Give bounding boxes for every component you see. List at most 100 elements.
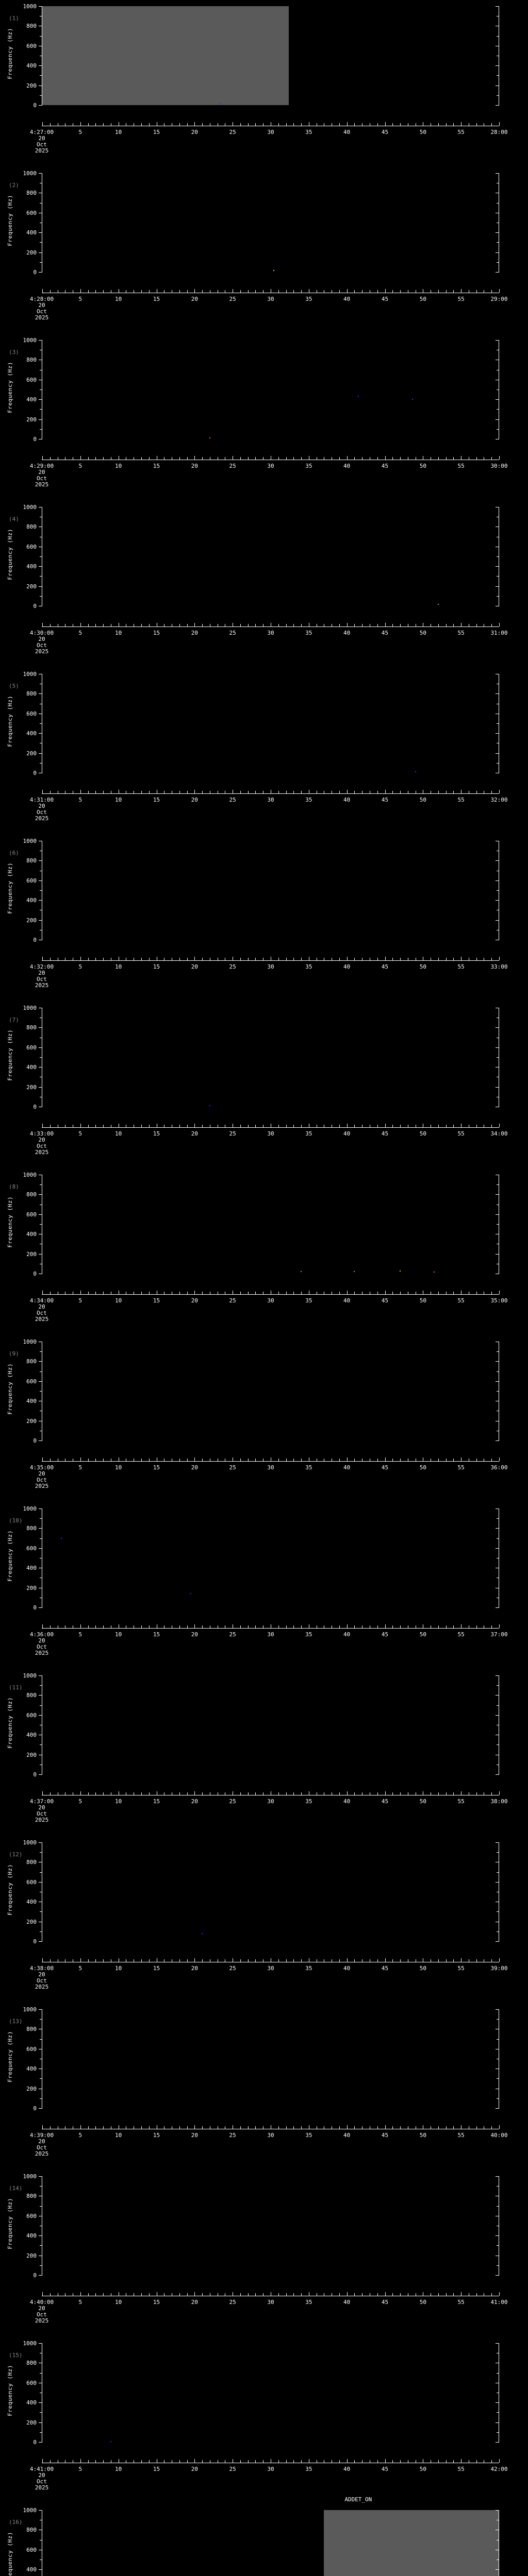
y-axis-minor-tick xyxy=(40,1685,42,1686)
x-axis-tick xyxy=(385,1124,386,1127)
y-axis-tick-right xyxy=(496,1194,499,1195)
panel-11: (11) Frequency (Hz) 0 200 400 600 800 1000 5 10 15… xyxy=(0,1673,528,1840)
x-axis-tick xyxy=(385,790,386,793)
x-axis-tick-label: 15 xyxy=(153,1631,160,1638)
x-axis-minor-tick xyxy=(476,2126,477,2129)
x-axis-minor-tick xyxy=(278,2293,279,2296)
x-axis-minor-tick xyxy=(453,791,454,793)
panel-13: (13) Frequency (Hz) 0 200 400 600 800 1000 5 10 15… xyxy=(0,2007,528,2174)
x-axis-date-line: Oct xyxy=(37,2144,47,2151)
x-axis-minor-tick xyxy=(453,1625,454,1628)
x-axis-minor-tick xyxy=(354,1792,355,1795)
x-axis-minor-tick xyxy=(278,958,279,960)
y-axis-minor-tick-right xyxy=(497,1391,499,1392)
x-axis-minor-tick xyxy=(400,2293,401,2296)
x-axis-minor-tick xyxy=(392,123,393,126)
x-axis-minor-tick xyxy=(286,1292,287,1294)
x-axis-tick-label: 50 xyxy=(419,963,426,970)
x-axis-minor-tick xyxy=(293,791,294,793)
y-axis-tick xyxy=(39,340,42,341)
x-axis-tick xyxy=(499,957,500,960)
x-axis-minor-tick xyxy=(286,123,287,126)
x-axis-tick-label: 40 xyxy=(343,1297,351,1304)
x-axis-tick-label: 10 xyxy=(115,1464,122,1471)
x-axis-tick-label: 35 xyxy=(305,630,312,636)
y-axis-tick-right xyxy=(496,1548,499,1549)
x-axis-minor-tick xyxy=(491,791,492,793)
x-axis-minor-tick xyxy=(476,791,477,793)
panel-7: (7) Frequency (Hz) 0 200 400 600 800 1000 5 10 15 2… xyxy=(0,1005,528,1173)
x-axis-minor-tick xyxy=(438,1125,439,1127)
y-axis-tick-right xyxy=(496,2343,499,2344)
x-axis-tick-label: 50 xyxy=(419,796,426,803)
x-axis-minor-tick xyxy=(438,2460,439,2463)
panel-number-label: (10) xyxy=(9,1517,23,1524)
x-axis-minor-tick xyxy=(179,791,180,793)
y-axis-tick-label: 800 xyxy=(26,190,37,197)
x-axis-minor-tick xyxy=(301,1125,302,1127)
x-axis-tick xyxy=(194,289,195,293)
y-axis-tick-label: 1000 xyxy=(23,3,37,10)
x-axis-end-label: 34:00 xyxy=(490,1130,508,1137)
x-axis-minor-tick xyxy=(286,457,287,460)
x-axis-date-line: Oct xyxy=(37,809,47,816)
x-axis-tick-label: 45 xyxy=(381,1297,389,1304)
x-axis-tick xyxy=(385,122,386,126)
y-axis-tick-label: 200 xyxy=(26,1250,37,1258)
x-axis-minor-tick xyxy=(354,2460,355,2463)
x-axis-minor-tick xyxy=(255,457,256,460)
x-axis-tick-label: 15 xyxy=(153,1130,160,1137)
x-axis-minor-tick xyxy=(392,2293,393,2296)
y-axis-minor-tick-right xyxy=(497,1744,499,1745)
y-axis-title: Frequency (Hz) xyxy=(7,362,13,413)
x-axis-line xyxy=(42,1127,499,1128)
x-axis-minor-tick xyxy=(148,1459,150,1461)
x-axis-date-line: Oct xyxy=(37,2478,47,2485)
y-axis-tick-label: 600 xyxy=(26,1711,37,1719)
x-axis-tick-label: 10 xyxy=(115,2132,122,2139)
x-axis-minor-tick xyxy=(103,1625,104,1628)
x-axis-start-datetime: 4:32:00 20 Oct 2025 xyxy=(30,964,54,989)
y-axis-minor-tick xyxy=(40,202,42,204)
x-axis-tick-label: 35 xyxy=(305,463,312,469)
y-axis-minor-tick-right xyxy=(497,36,499,37)
x-axis-tick xyxy=(499,456,500,460)
x-axis-tick-label: 30 xyxy=(267,963,274,970)
y-axis-minor-tick xyxy=(40,1184,42,1185)
x-axis-tick xyxy=(80,1458,81,1461)
x-axis-tick xyxy=(194,2292,195,2296)
x-axis-minor-tick xyxy=(377,2293,378,2296)
y-axis-tick-label: 0 xyxy=(33,1604,37,1611)
x-axis-minor-tick xyxy=(187,1125,188,1127)
y-axis-tick xyxy=(39,1194,42,1195)
y-axis-title: Frequency (Hz) xyxy=(7,529,13,580)
x-axis-tick-label: 45 xyxy=(381,630,389,636)
x-axis-date-line: 2025 xyxy=(35,982,49,989)
x-axis-minor-tick xyxy=(301,2460,302,2463)
x-axis-minor-tick xyxy=(95,624,96,626)
x-axis-tick-label: 25 xyxy=(229,796,236,803)
y-axis-tick-right xyxy=(496,1440,499,1441)
data-marker xyxy=(415,771,416,773)
x-axis-minor-tick xyxy=(179,2126,180,2129)
x-axis-minor-tick xyxy=(95,958,96,960)
panel-number-label: (6) xyxy=(9,850,19,856)
x-axis-minor-tick xyxy=(278,1792,279,1795)
x-axis-minor-tick xyxy=(95,1625,96,1628)
x-axis-minor-tick xyxy=(179,1292,180,1294)
x-axis-minor-tick xyxy=(453,457,454,460)
x-axis-minor-tick xyxy=(88,1459,89,1461)
x-axis-minor-tick xyxy=(88,1959,89,1962)
x-axis-tick-label: 30 xyxy=(267,630,274,636)
x-axis-minor-tick xyxy=(476,624,477,626)
x-axis-tick-label: 45 xyxy=(381,129,389,135)
x-axis-minor-tick xyxy=(148,1959,150,1962)
x-axis-date-line: 2025 xyxy=(35,1316,49,1323)
x-axis-minor-tick xyxy=(202,1125,203,1127)
y-axis-tick xyxy=(39,920,42,921)
x-axis-tick-label: 35 xyxy=(305,796,312,803)
y-axis-minor-tick xyxy=(40,429,42,430)
x-axis-tick-label: 30 xyxy=(267,2299,274,2306)
x-axis-minor-tick xyxy=(476,1792,477,1795)
y-axis-tick-label: 200 xyxy=(26,1751,37,1758)
